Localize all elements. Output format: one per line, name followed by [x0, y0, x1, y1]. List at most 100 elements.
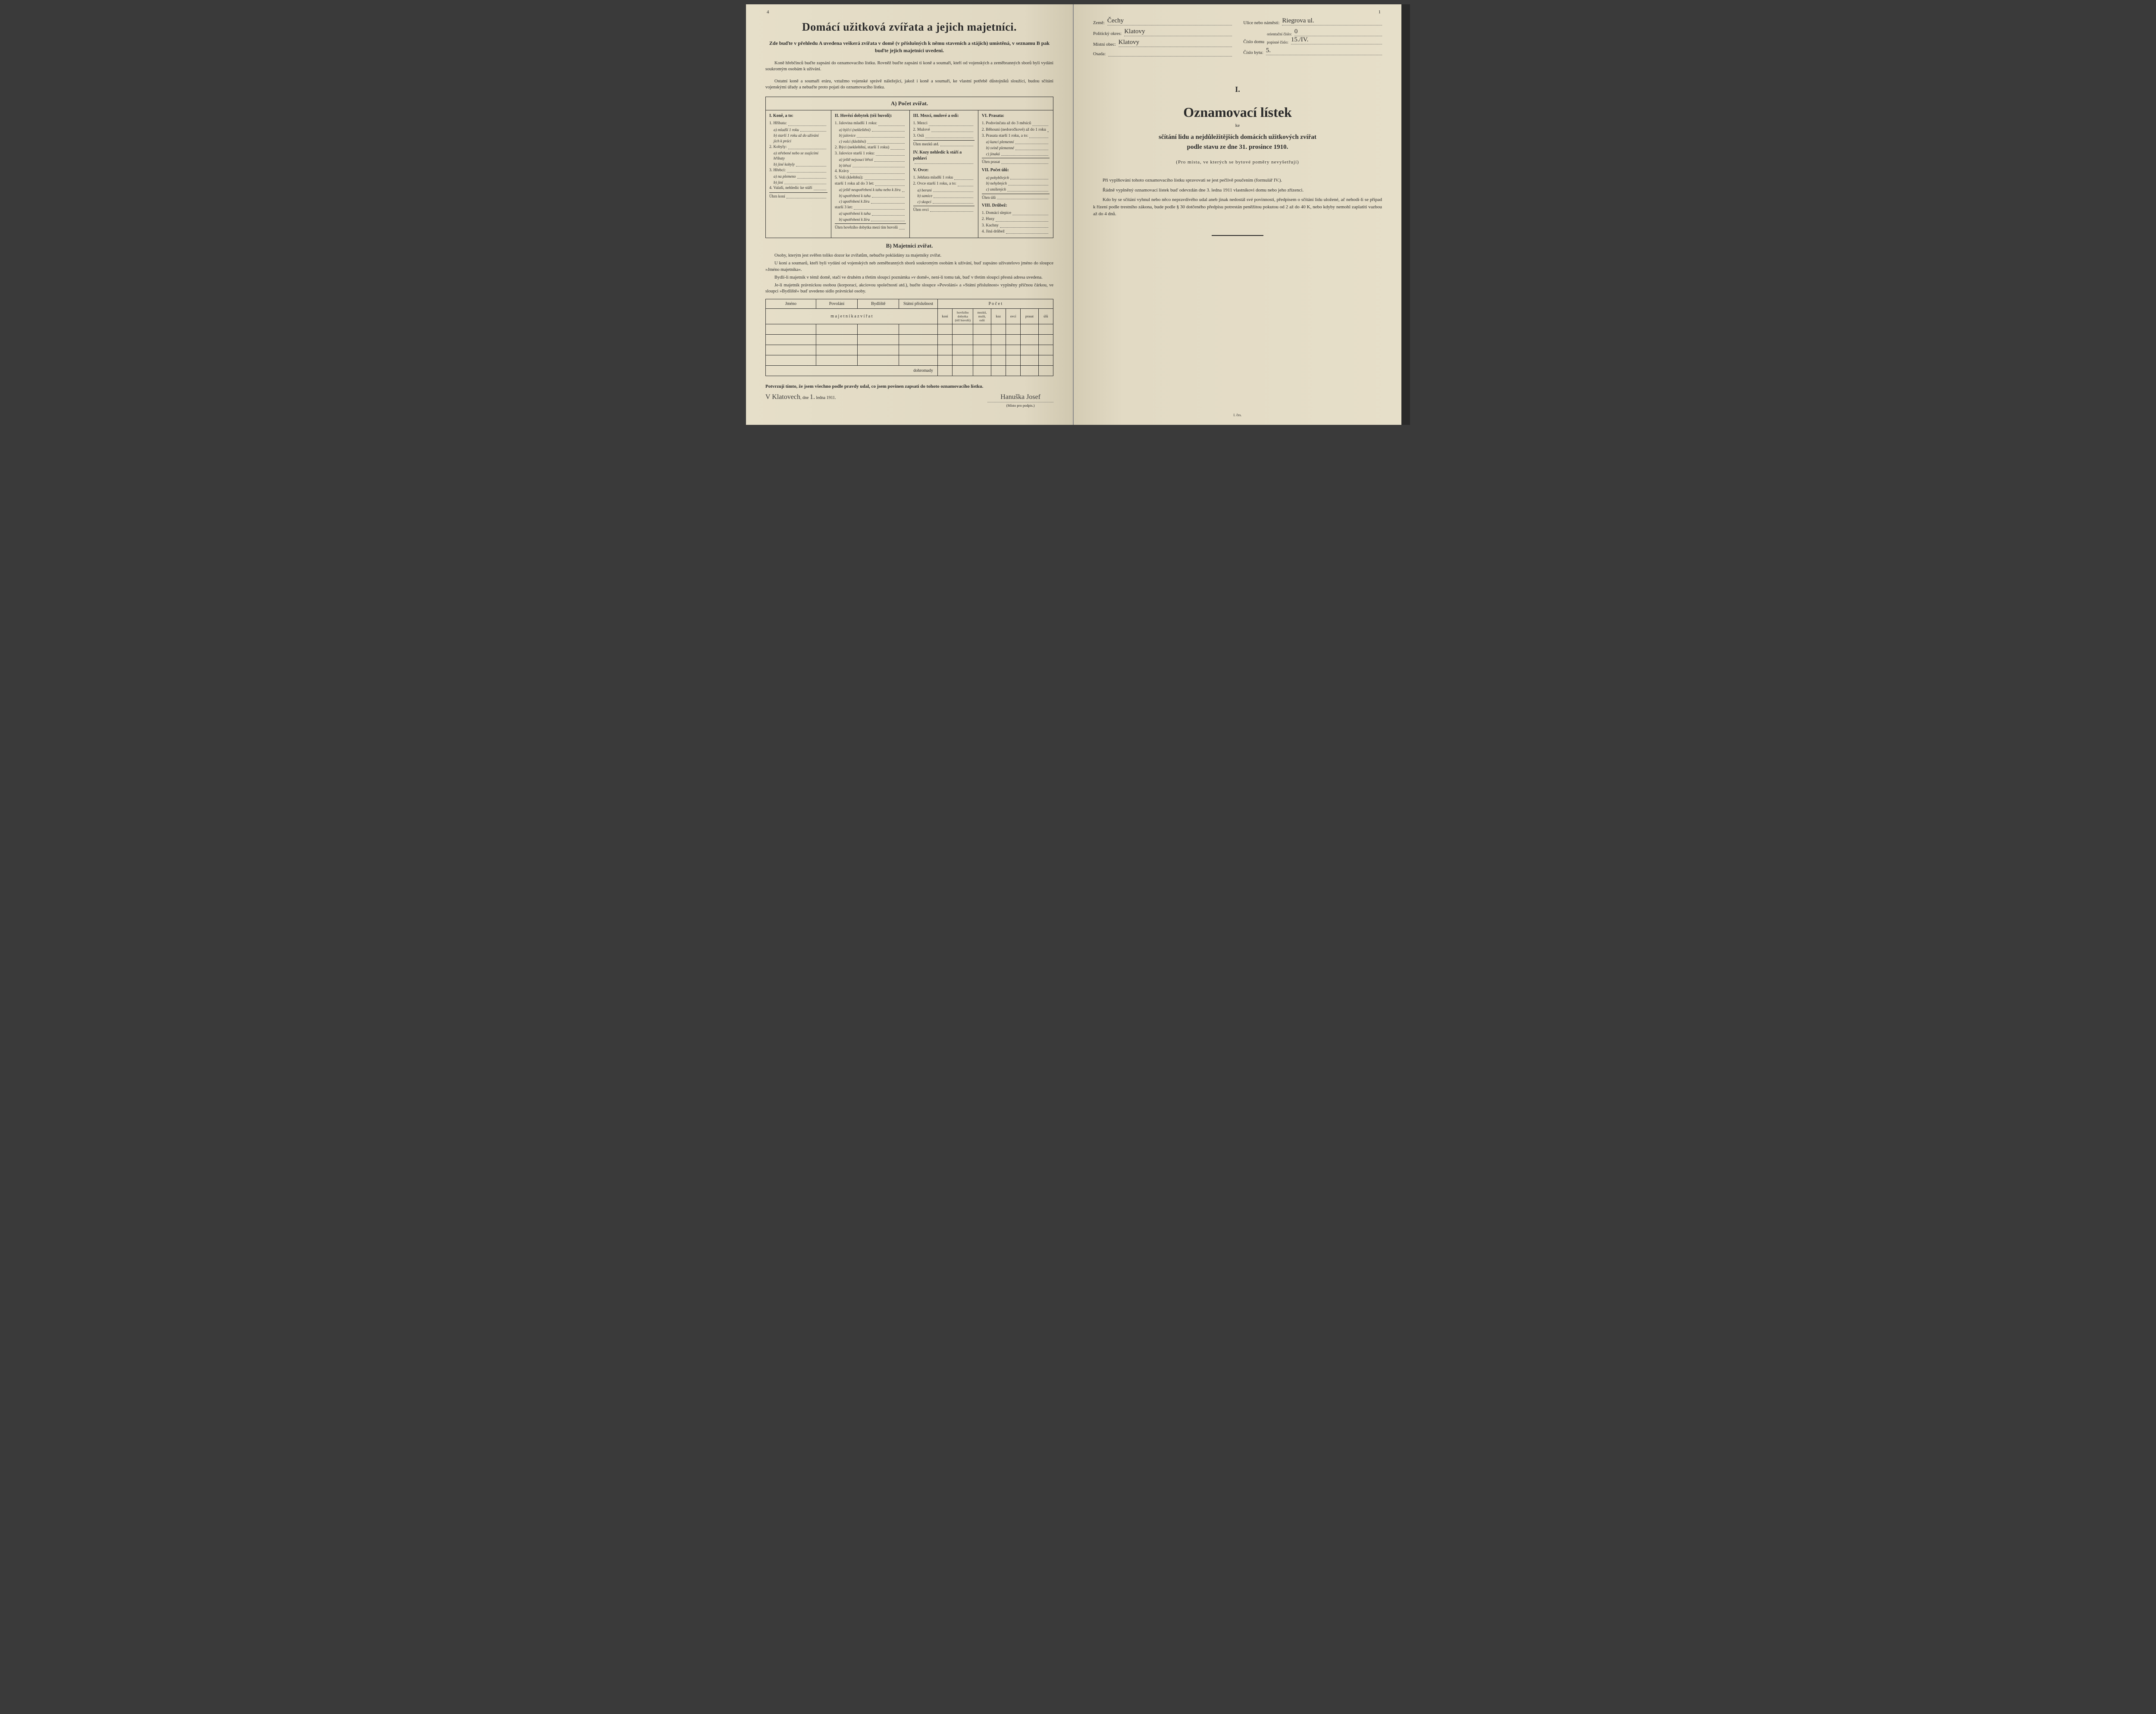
- list-item: 2. Býci (nekleštění, starší 1 roku): [835, 145, 906, 151]
- owners-text-2: U koní a soumarů, kteří byli vydáni od v…: [765, 261, 1053, 273]
- col-cattle: II. Hovězí dobytek (též buvoli): 1. Jalo…: [831, 110, 910, 238]
- body-p3: Kdo by se sčítání vyhnul nebo něco nepra…: [1093, 196, 1382, 218]
- th-statni: Státní příslušnost: [899, 299, 937, 309]
- owners-text-4: Je-li majetník právnickou osobou (korpor…: [765, 283, 1053, 295]
- roman-numeral: I.: [1093, 85, 1382, 94]
- list-item: b) jiné kobyly: [769, 162, 827, 167]
- col-mules-goats-sheep: III. Mezci, mulové a osli: 1. Mezci2. Mu…: [910, 110, 978, 238]
- table-row: [766, 335, 1053, 345]
- paren-note: (Pro místa, ve kterých se bytové poměry …: [1093, 160, 1382, 165]
- day-value: 1.: [810, 393, 815, 401]
- owners-text-1: Osoby, kterým jest svěřen toliko dozor k…: [765, 253, 1053, 259]
- left-title: Domácí užitková zvířata a jejich majetní…: [765, 21, 1053, 34]
- th-koz: koz: [991, 309, 1006, 324]
- list-item: 3. Jalovice starší 1 roku:: [835, 151, 906, 157]
- col2-head: II. Hovězí dobytek (též buvoli):: [835, 113, 906, 119]
- col3-h2: IV. Kozy nehledíc k stáří a pohlaví: [913, 150, 975, 162]
- list-item: 1. Hříbata:: [769, 121, 827, 126]
- list-item: 3. Kachny: [982, 223, 1050, 229]
- signature-line: V Klatovech, dne 1. ledna 1911. Hanuška …: [765, 393, 1053, 408]
- intro-1: Koně hřebčinců buďte zapsáni do oznamova…: [765, 60, 1053, 72]
- list-item: c) skopci: [913, 199, 975, 205]
- field-byt: Číslo bytu:5.: [1243, 47, 1382, 55]
- col-pigs-hives-poultry: VI. Prasata: 1. Podsvinčata až do 3 měsí…: [978, 110, 1053, 238]
- field-obec: Místní obec:Klatovy: [1093, 39, 1232, 47]
- right-title: Oznamovací lístek: [1093, 104, 1382, 120]
- list-item: 4. Jiná drůbež: [982, 229, 1050, 235]
- col3-t1: Úhrn mezků atd.: [913, 140, 975, 147]
- col3-h1: III. Mezci, mulové a osli:: [913, 113, 975, 119]
- list-item: b) starší 1 roku až do užívání jich k pr…: [769, 133, 827, 144]
- list-item: a) býčci (nekleštění): [835, 127, 906, 133]
- list-item: b) upotřebení k žíru: [835, 217, 906, 223]
- left-subtitle: Zde buďte v přehledu A uvedena veškerá z…: [765, 40, 1053, 54]
- col4-items3: 1. Domácí slepice2. Husy3. Kachny4. Jiná…: [982, 210, 1050, 235]
- header-left-col: Země:Čechy Politický okres:Klatovy Místn…: [1093, 17, 1232, 59]
- field-ulice: Ulice nebo náměstí:Riegrova ul.: [1243, 17, 1382, 25]
- list-item: b) nehybných: [982, 181, 1050, 186]
- table-row: [766, 345, 1053, 355]
- col4-t1: Úhrn prasat: [982, 158, 1050, 165]
- section-b-title: B) Majetníci zvířat.: [765, 242, 1053, 249]
- list-item: 3. Hřebci:: [769, 168, 827, 173]
- list-item: b) samice: [913, 193, 975, 199]
- th-mezku: mezků, mulů, oslů: [973, 309, 991, 324]
- list-item: 1. Jalovina mladší 1 roku:: [835, 121, 906, 126]
- list-item: c) smíšených: [982, 187, 1050, 192]
- list-item: 1. Mezci: [913, 121, 975, 126]
- field-cislo-domu: Číslo domu orientační číslo:0 popisné čí…: [1243, 28, 1382, 44]
- col4-items2: a) pohyblivýchb) nehybnýchc) smíšených: [982, 175, 1050, 192]
- page-number-left: 4: [767, 9, 769, 15]
- right-page: 1 Země:Čechy Politický okres:Klatovy Mís…: [1074, 4, 1401, 425]
- owners-text-3: Bydlí-li majetník v témž domě, stačí ve …: [765, 275, 1053, 281]
- th-prasat: prasat: [1021, 309, 1038, 324]
- th-ulu: úlů: [1038, 309, 1053, 324]
- list-item: 1. Domácí slepice: [982, 210, 1050, 216]
- table-row: [766, 324, 1053, 335]
- document-spread: 4 Domácí užitková zvířata a jejich majet…: [746, 4, 1410, 425]
- th-ovci: ovcí: [1006, 309, 1020, 324]
- list-item: 1. Jehňata mladší 1 roku: [913, 175, 975, 181]
- list-item: 2. Ovce starší 1 roku, a to:: [913, 181, 975, 187]
- col4-h3: VIII. Drůbež:: [982, 203, 1050, 209]
- field-okres: Politický okres:Klatovy: [1093, 28, 1232, 36]
- list-item: 2. Husy: [982, 217, 1050, 222]
- footer-mark: I. čes.: [1234, 413, 1242, 417]
- body-p2: Řádně vyplněný oznamovací lístek buď ode…: [1093, 187, 1382, 194]
- signature-label: (Místo pro podpis.): [987, 403, 1053, 408]
- list-item: 1. Podsvinčata až do 3 měsíců: [982, 121, 1050, 126]
- col3-t3: Úhrn ovcí: [913, 206, 975, 213]
- col1-head: I. Koně, a to:: [769, 113, 827, 119]
- list-item: 2. Mulové: [913, 127, 975, 133]
- list-item: starší 3 let:: [835, 205, 906, 210]
- left-page: 4 Domácí užitková zvířata a jejich majet…: [746, 4, 1074, 425]
- place-date: V Klatovech, dne 1. ledna 1911.: [765, 393, 836, 408]
- field-zeme: Země:Čechy: [1093, 17, 1232, 25]
- list-item: b) jiní: [769, 180, 827, 185]
- table-row-total: dohromady: [766, 366, 1053, 376]
- list-item: 2. Běhouni (nedoročkové) až do 1 roku: [982, 127, 1050, 133]
- list-item: a) pohyblivých: [982, 175, 1050, 181]
- list-item: 4. Krávy: [835, 169, 906, 174]
- owners-table: Jméno Povolání Bydliště Státní příslušno…: [765, 299, 1053, 376]
- list-item: b) jalovice: [835, 133, 906, 138]
- th-povolani: Povolání: [816, 299, 857, 309]
- col4-t2: Úhrn úlů: [982, 194, 1050, 201]
- col1-total: Úhrn koní: [769, 192, 827, 199]
- list-item: a) ještě neupotřebení k tahu nebo k žíru: [835, 187, 906, 193]
- list-item: a) na plemeno: [769, 174, 827, 179]
- animal-columns: I. Koně, a to: 1. Hříbata:a) mladší 1 ro…: [766, 110, 1053, 238]
- col1-items: 1. Hříbata:a) mladší 1 rokub) starší 1 r…: [769, 121, 827, 191]
- list-item: 2. Kobyly:: [769, 144, 827, 150]
- th-bydliste: Bydliště: [858, 299, 899, 309]
- th-hov: hovězího dobytka (též buvolů): [953, 309, 973, 324]
- section-a-title: A) Počet zvířat.: [766, 100, 1053, 107]
- list-item: 3. Prasata starší 1 roku, a to:: [982, 133, 1050, 139]
- col4-h1: VI. Prasata:: [982, 113, 1050, 119]
- list-item: a) kanci plemenní: [982, 139, 1050, 145]
- col2-total: Úhrn hovězího dobytka mezi tím buvolů: [835, 223, 906, 230]
- divider: [1212, 235, 1263, 236]
- th-majetnika: m a j e t n í k a z v í ř a t: [766, 309, 938, 324]
- ke-label: ke: [1093, 123, 1382, 128]
- animal-count-box: A) Počet zvířat. I. Koně, a to: 1. Hříba…: [765, 97, 1053, 238]
